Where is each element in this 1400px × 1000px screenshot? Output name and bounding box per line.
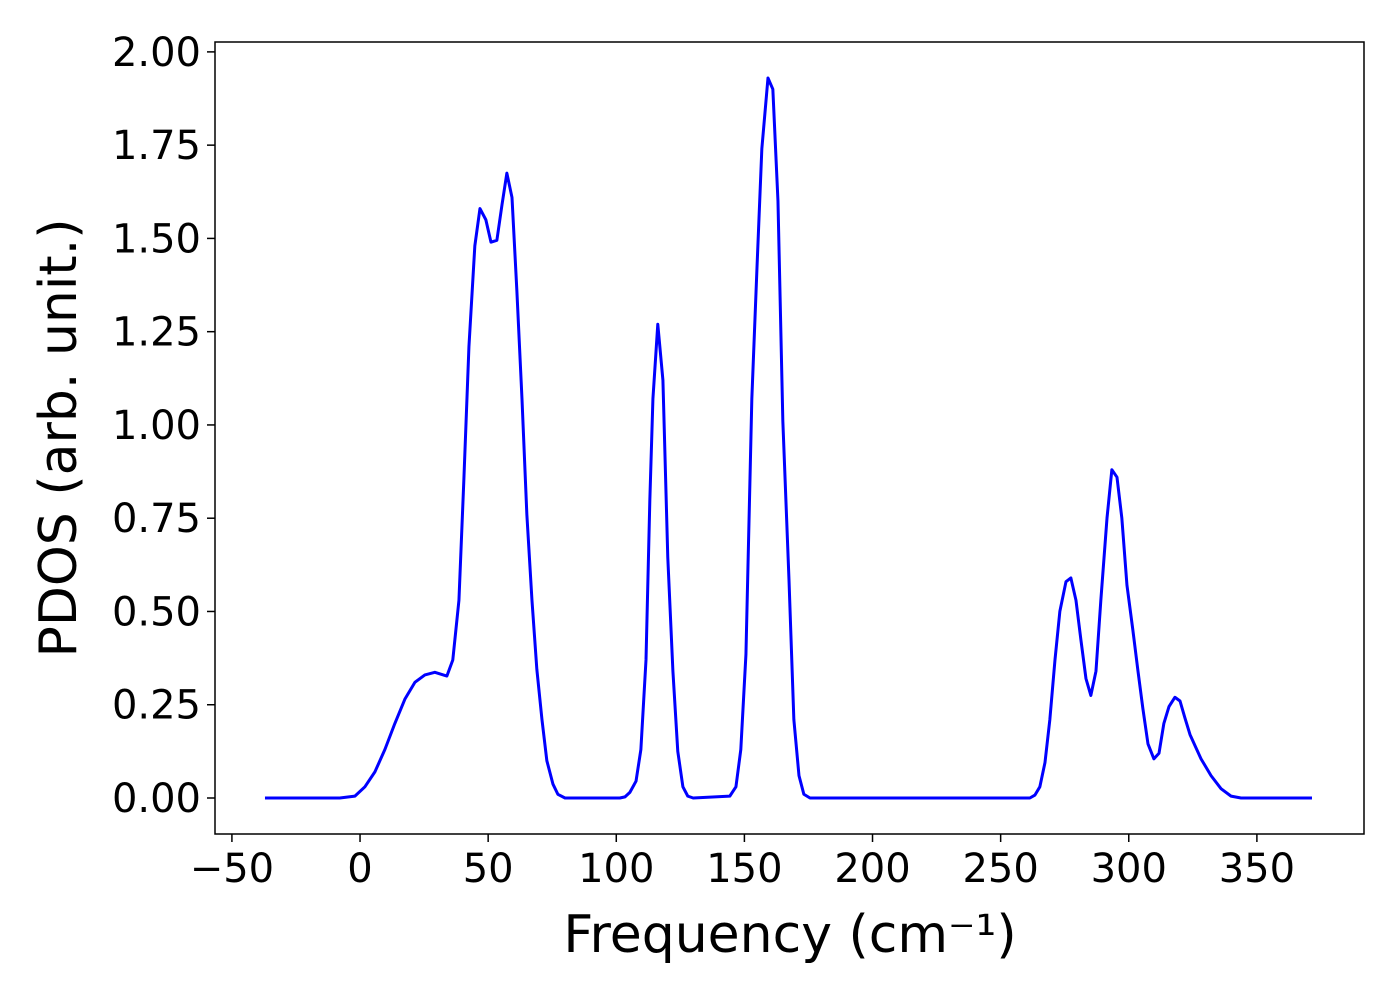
y-axis-label: PDOS (arb. unit.) [29,218,89,657]
x-axis-label: Frequency (cm⁻¹) [563,905,1016,965]
x-tick-label: 300 [1091,846,1167,892]
y-tick-label: 0.50 [112,589,201,635]
y-tick-label: 1.00 [112,403,201,449]
x-tick-label: 100 [578,846,654,892]
x-tick-label: −50 [190,846,274,892]
y-tick-label: 0.00 [112,776,201,822]
x-tick-label: 50 [463,846,514,892]
y-tick-label: 1.25 [112,310,201,356]
x-tick-label: 150 [706,846,782,892]
y-tick-label: 1.75 [112,123,201,169]
pdos-line [264,76,1312,800]
y-tick-label: 0.25 [112,683,201,729]
x-tick-label: 350 [1219,846,1295,892]
x-tick-label: 250 [962,846,1038,892]
y-tick-label: 0.75 [112,496,201,542]
y-tick-label: 1.50 [112,216,201,262]
x-tick-label: 200 [834,846,910,892]
plot-frame [214,41,1365,835]
x-tick-label: 0 [347,846,372,892]
y-tick-label: 2.00 [112,30,201,76]
